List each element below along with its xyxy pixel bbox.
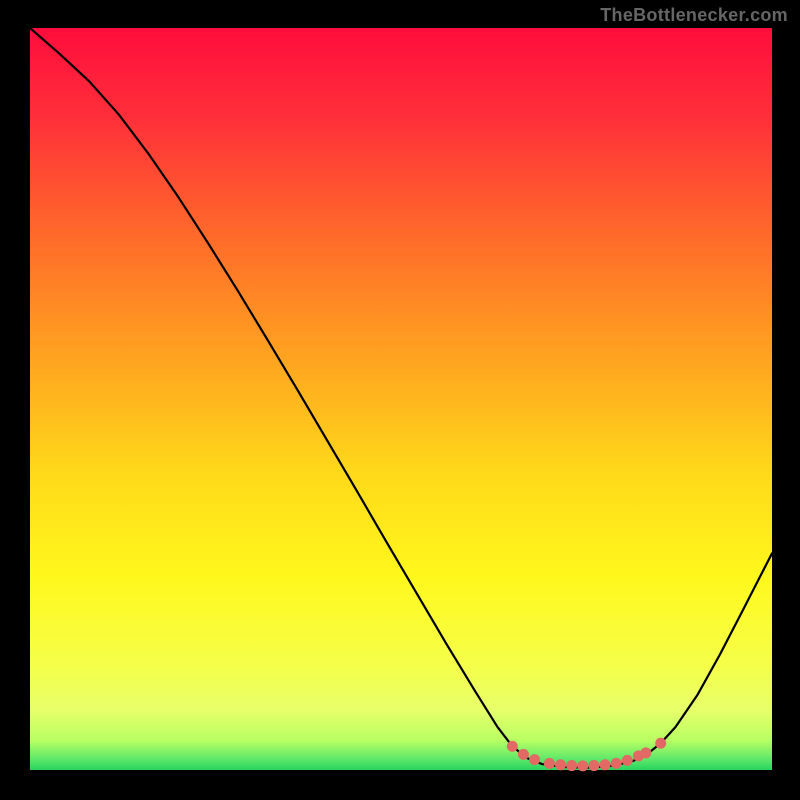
optimal-marker bbox=[566, 760, 577, 771]
optimal-marker bbox=[507, 741, 518, 752]
watermark-text: TheBottlenecker.com bbox=[600, 5, 788, 26]
optimal-marker bbox=[555, 759, 566, 770]
optimal-marker bbox=[544, 758, 555, 769]
optimal-marker bbox=[518, 749, 529, 760]
optimal-marker bbox=[588, 760, 599, 771]
optimal-marker bbox=[577, 760, 588, 771]
plot-background bbox=[30, 28, 772, 770]
optimal-marker bbox=[622, 755, 633, 766]
optimal-marker bbox=[611, 758, 622, 769]
optimal-marker bbox=[640, 747, 651, 758]
bottleneck-chart bbox=[0, 0, 800, 800]
optimal-marker bbox=[655, 738, 666, 749]
optimal-marker bbox=[600, 759, 611, 770]
optimal-marker bbox=[529, 754, 540, 765]
